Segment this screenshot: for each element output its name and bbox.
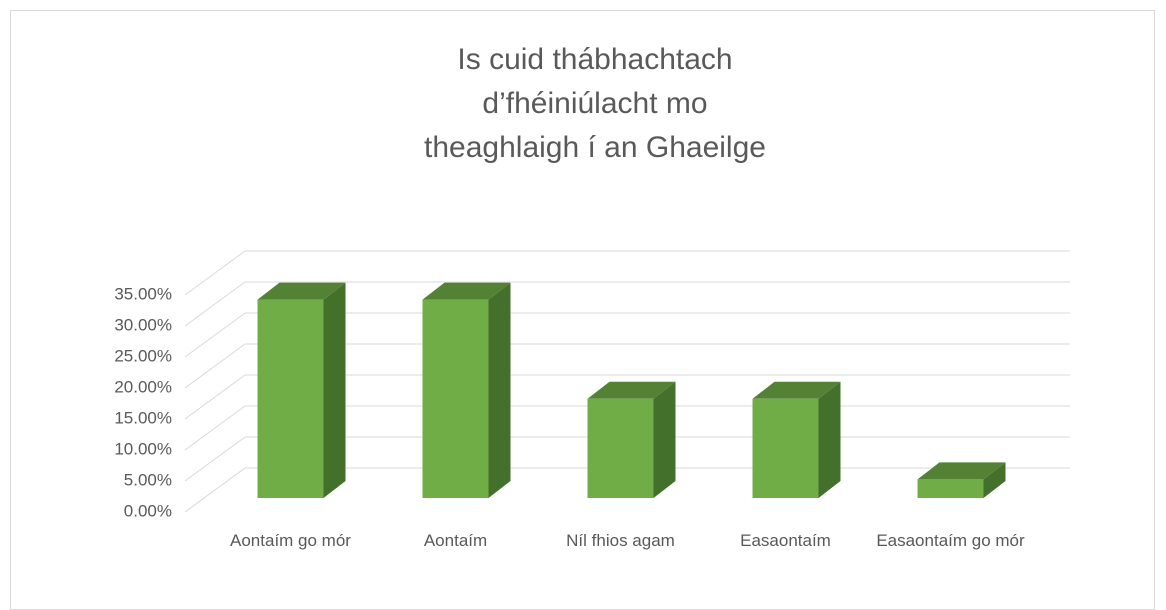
- y-tick-label: 25.00%: [114, 346, 172, 365]
- bar-front: [257, 299, 324, 498]
- bar-front: [422, 299, 489, 498]
- bar: [752, 381, 841, 498]
- y-tick-label: 35.00%: [114, 284, 172, 303]
- x-tick-label: Aontaím: [423, 531, 488, 550]
- y-tick-label: 20.00%: [114, 377, 172, 396]
- bar-top: [752, 381, 841, 399]
- bar-top: [422, 282, 511, 300]
- bar-front: [587, 398, 654, 498]
- bar-front: [752, 398, 819, 498]
- bar-side: [323, 282, 346, 498]
- bar-side: [983, 462, 1006, 498]
- bar-side: [488, 282, 511, 498]
- bar: [422, 282, 511, 498]
- y-tick-label: 30.00%: [114, 315, 172, 334]
- y-tick-label: 15.00%: [114, 408, 172, 427]
- y-tick-label: 0.00%: [124, 501, 172, 520]
- grid-line-side: [184, 281, 246, 327]
- x-tick-label: Easaontaím go mór: [876, 531, 1025, 550]
- x-tick-label: Easaontaím: [740, 531, 831, 550]
- chart-title: Is cuid thábhachtach d’fhéiniúlacht mo t…: [424, 43, 766, 164]
- bar-top: [257, 282, 346, 300]
- grid-line-side: [184, 343, 246, 389]
- bar: [917, 462, 1006, 498]
- y-tick-label: 5.00%: [124, 470, 172, 489]
- grid-line-side: [184, 312, 246, 358]
- grid-line-side: [184, 374, 246, 420]
- x-tick-label: Níl fhios agam: [566, 531, 675, 550]
- bar: [257, 282, 346, 498]
- y-tick-label: 10.00%: [114, 439, 172, 458]
- bar-front: [917, 479, 984, 498]
- x-tick-label: Aontaím go mór: [230, 531, 351, 550]
- bar-side: [653, 381, 676, 498]
- grid-line-side: [184, 250, 246, 296]
- bar-top: [917, 462, 1006, 480]
- bar: [587, 381, 676, 498]
- bar-side: [818, 381, 841, 498]
- grid-line-side: [184, 436, 246, 482]
- grid-line-side: [184, 405, 246, 451]
- bar-top: [587, 381, 676, 399]
- grid-line-side: [184, 467, 246, 513]
